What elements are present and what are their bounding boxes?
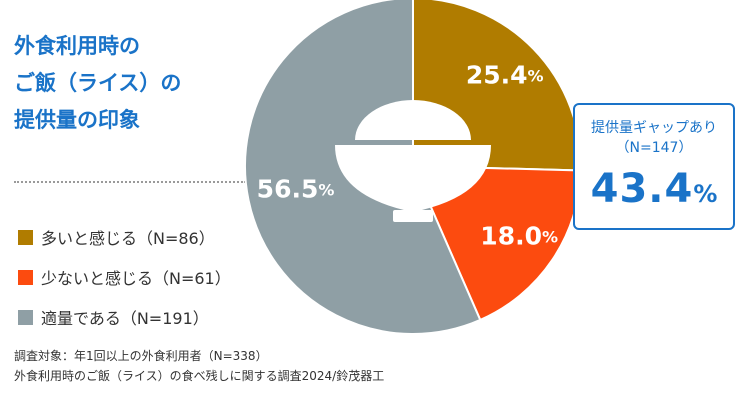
legend-label-appropriate: 適量である（N=191）	[41, 309, 209, 328]
dotted-divider	[14, 181, 246, 183]
footnote-survey-target: 調査対象：年1回以上の外食利用者（N=338）	[14, 349, 268, 363]
slice-label-few: 18.0%	[480, 222, 558, 251]
slice-labels: 25.4%18.0%56.5%	[257, 61, 558, 251]
slice-label-appropriate: 56.5%	[257, 175, 335, 204]
gap-callout-box: 提供量ギャップあり （N=147） 43.4%	[573, 103, 735, 230]
slice-label-unit-many: %	[528, 66, 544, 85]
legend-swatch-few	[18, 269, 33, 285]
callout-value: 43.4%	[575, 166, 733, 212]
title-line-1: 外食利用時の	[14, 34, 140, 58]
callout-sample-size: （N=147）	[615, 140, 693, 156]
legend: 多いと感じる（N=86） 少ないと感じる（N=61） 適量である（N=191）	[18, 226, 231, 346]
title-line-3: 提供量の印象	[14, 108, 140, 132]
callout-value-number: 43.4	[590, 166, 694, 212]
legend-swatch-many	[18, 229, 33, 245]
slice-label-value-many: 25.4	[466, 61, 528, 90]
footnote: 調査対象：年1回以上の外食利用者（N=338） 外食利用時のご飯（ライス）の食べ…	[14, 346, 384, 386]
legend-swatch-appropriate	[18, 309, 33, 325]
title-line-2: ご飯（ライス）の	[14, 71, 182, 95]
slice-label-many: 25.4%	[466, 61, 544, 90]
callout-title: 提供量ギャップあり	[591, 120, 717, 136]
footnote-source: 外食利用時のご飯（ライス）の食べ残しに関する調査2024/鈴茂器工	[14, 369, 385, 383]
legend-label-few: 少ないと感じる（N=61）	[41, 269, 231, 288]
legend-label-many: 多いと感じる（N=86）	[41, 229, 215, 248]
slice-label-unit-few: %	[542, 227, 558, 246]
slice-label-unit-appropriate: %	[318, 180, 334, 199]
slice-label-value-appropriate: 56.5	[257, 175, 319, 204]
rice-bowl-icon	[335, 100, 491, 222]
chart-title: 外食利用時の ご飯（ライス）の 提供量の印象	[14, 28, 254, 139]
slice-label-value-few: 18.0	[480, 222, 542, 251]
legend-item-few: 少ないと感じる（N=61）	[18, 266, 231, 288]
callout-value-unit: %	[693, 180, 718, 208]
legend-item-appropriate: 適量である（N=191）	[18, 306, 231, 328]
legend-item-many: 多いと感じる（N=86）	[18, 226, 231, 248]
